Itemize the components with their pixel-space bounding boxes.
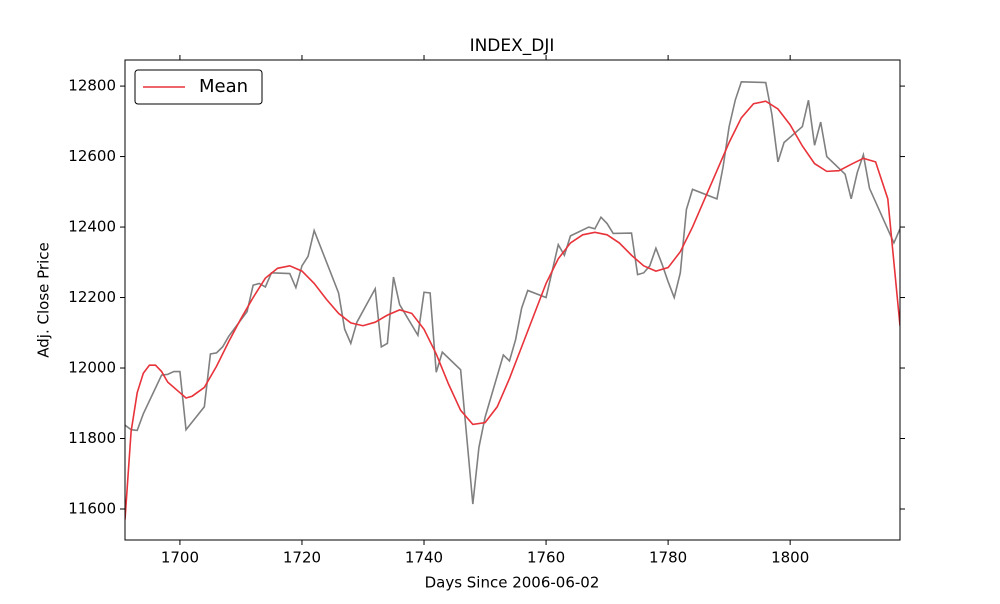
x-tick-label: 1700 xyxy=(161,549,199,567)
y-tick-label: 12000 xyxy=(68,359,116,377)
x-tick-label: 1720 xyxy=(283,549,321,567)
x-tick-label: 1760 xyxy=(527,549,565,567)
x-tick-label: 1740 xyxy=(405,549,443,567)
y-axis-label: Adj. Close Price xyxy=(35,242,53,357)
x-tick-label: 1800 xyxy=(771,549,809,567)
legend-label: Mean xyxy=(199,76,248,97)
series-line xyxy=(125,81,900,505)
y-tick-label: 11800 xyxy=(68,429,116,447)
series-line xyxy=(125,100,900,520)
x-axis-label: Days Since 2006-06-02 xyxy=(425,574,600,592)
plot-frame xyxy=(124,59,901,541)
y-tick-label: 12400 xyxy=(68,218,116,236)
y-tick-label: 12200 xyxy=(68,288,116,306)
legend-box xyxy=(134,69,263,105)
y-tick-label: 12800 xyxy=(68,77,116,95)
y-tick-label: 11600 xyxy=(68,499,116,517)
y-tick-label: 12600 xyxy=(68,147,116,165)
chart-title: INDEX_DJI xyxy=(470,36,555,56)
x-tick-label: 1780 xyxy=(649,549,687,567)
